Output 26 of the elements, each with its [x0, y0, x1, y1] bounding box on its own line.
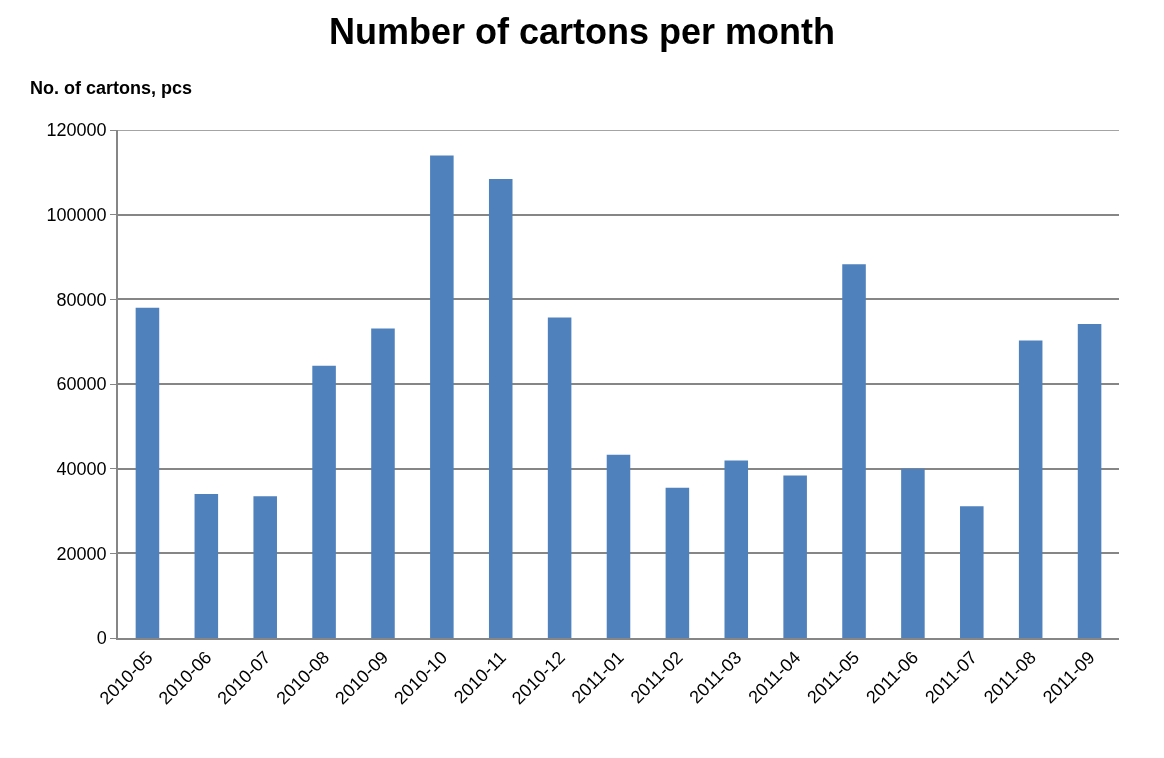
chart-title: Number of cartons per month — [328, 11, 836, 53]
bar — [724, 460, 749, 638]
y-tick-label: 20000 — [56, 543, 107, 564]
bar — [488, 179, 513, 638]
bar — [312, 365, 336, 638]
y-tick-label: 80000 — [56, 289, 107, 310]
bar — [194, 494, 219, 638]
bar — [1018, 340, 1043, 638]
y-tick-label: 0 — [96, 628, 107, 649]
bar — [606, 454, 631, 638]
y-tick-label: 40000 — [56, 458, 107, 479]
bar — [547, 317, 572, 638]
bar — [430, 155, 454, 638]
bar — [1077, 323, 1102, 638]
bar — [665, 487, 690, 638]
y-tick-label: 120000 — [46, 120, 107, 141]
bar — [253, 496, 277, 638]
bar — [842, 264, 866, 638]
bar — [783, 475, 807, 638]
bar — [135, 307, 160, 638]
y-axis-title: No. of cartons, pcs — [30, 78, 193, 98]
bar — [960, 506, 984, 638]
bar — [901, 468, 925, 638]
y-tick-label: 60000 — [56, 374, 107, 395]
bar — [371, 328, 395, 638]
y-tick-label: 100000 — [46, 204, 107, 225]
